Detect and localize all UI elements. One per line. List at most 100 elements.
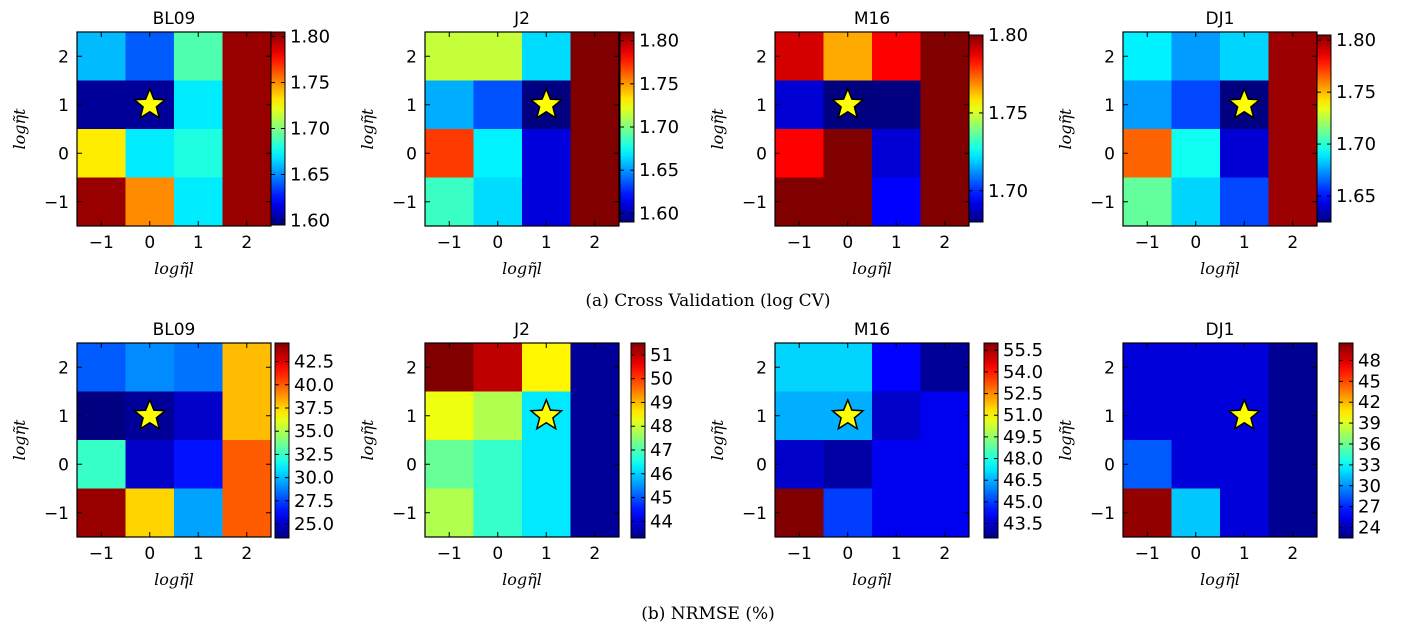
heatmap-cell [1268, 343, 1318, 392]
heatmap-cell [1268, 32, 1318, 81]
y-tick-label: −1 [392, 193, 417, 213]
optimum-star-marker [830, 397, 865, 431]
heatmap-cell [872, 80, 921, 130]
colorbar-tick-label: 51 [650, 345, 673, 366]
axes-frame [1122, 342, 1318, 538]
colorbar-tick-label: 24 [1358, 518, 1381, 539]
heatmap-cell [1171, 343, 1221, 392]
x-tick-label: 2 [589, 233, 600, 253]
colorbar-tick-label: 47 [650, 440, 673, 461]
panel-title: J2 [513, 9, 530, 29]
colorbar-tick-label: 1.75 [290, 73, 330, 94]
y-tick-label: 0 [756, 455, 767, 475]
heatmap-cell [872, 440, 921, 489]
heatmap-cell [1220, 32, 1269, 81]
heatmap-cell [174, 391, 223, 441]
heatmap-cell [570, 440, 620, 489]
heatmap-cell [425, 440, 474, 489]
x-tick-label: 2 [1287, 233, 1298, 253]
axes-frame [76, 342, 272, 538]
heatmap-cell [920, 343, 970, 392]
x-tick-label: 0 [842, 544, 853, 564]
colorbar-tick-label: 52.5 [1003, 384, 1043, 405]
y-tick-label: 2 [58, 358, 69, 378]
y-axis-label: logη̃t [358, 419, 377, 461]
heatmap-cell [222, 488, 272, 538]
heatmap-cell [823, 488, 873, 538]
heatmap-cell [1268, 129, 1318, 178]
heatmap-cell [1220, 177, 1269, 227]
heatmap-cell [522, 129, 571, 178]
caption-top: (a) Cross Validation (log CV) [585, 291, 830, 311]
heatmap-cell [522, 32, 571, 81]
y-tick-label: −1 [1090, 504, 1115, 524]
x-axis-label: logη̃l [502, 570, 542, 589]
y-tick-label: 0 [1104, 144, 1115, 164]
heatmap-cell [1171, 32, 1221, 81]
x-tick-label: −1 [787, 544, 812, 564]
optimum-star-marker [830, 86, 865, 120]
heatmap-cell [823, 129, 873, 178]
optimum-star-marker [1227, 397, 1262, 431]
x-tick-label: 1 [541, 544, 552, 564]
heatmap-panel: M16 −1 0 1 2 2 1 0 −1 logη̃l logη̃t 43.545.046.548.… [708, 320, 1043, 589]
heatmap-cell [125, 488, 175, 538]
heatmap-cell [872, 177, 921, 227]
optimum-star-marker [529, 397, 564, 431]
colorbar-tick-label: 1.80 [290, 27, 330, 48]
x-tick-label: 2 [241, 233, 252, 253]
heatmap-cell [1220, 488, 1269, 538]
heatmap-cell [1171, 80, 1221, 130]
heatmap-cell [125, 440, 175, 489]
x-tick-label: 1 [1239, 233, 1250, 253]
y-tick-label: −1 [44, 193, 69, 213]
heatmap-cell [425, 391, 474, 441]
heatmap-cell [125, 129, 175, 178]
heatmap-cell [174, 343, 223, 392]
heatmap-cell [1171, 488, 1221, 538]
heatmap-cell [920, 32, 970, 81]
caption-bottom: (b) NRMSE (%) [641, 604, 775, 624]
heatmap-cell [920, 391, 970, 441]
heatmap-cell [570, 488, 620, 538]
y-axis-label: logη̃t [1056, 108, 1075, 150]
y-axis-label: logη̃t [1056, 419, 1075, 461]
y-tick-label: 2 [406, 47, 417, 67]
heatmap-cell [425, 129, 474, 178]
heatmap-cell [775, 440, 824, 489]
x-axis-label: logη̃l [852, 259, 892, 278]
colorbar [1338, 342, 1354, 539]
heatmap-cell [775, 343, 824, 392]
x-axis-label: logη̃l [154, 570, 194, 589]
heatmap-cell [222, 177, 272, 227]
heatmap-cell [125, 32, 175, 81]
colorbar [274, 342, 290, 539]
heatmap-cell [425, 32, 474, 81]
heatmap-cell [473, 32, 523, 81]
colorbar-tick-label: 39 [1358, 413, 1381, 434]
heatmap-cell [775, 488, 824, 538]
y-tick-label: 0 [406, 144, 417, 164]
optimum-star-marker [132, 86, 167, 120]
colorbar-tick-label: 49 [650, 392, 673, 413]
colorbar-tick-label: 1.65 [290, 164, 330, 185]
heatmap-cell [174, 177, 223, 227]
panel-title: M16 [854, 320, 890, 340]
heatmap-cell [872, 488, 921, 538]
colorbar-tick-label: 51.0 [1003, 405, 1043, 426]
colorbar-tick-label: 37.5 [294, 398, 334, 419]
colorbar-tick-label: 27.5 [294, 491, 334, 512]
x-axis-label: logη̃l [1200, 570, 1240, 589]
colorbar-tick-label: 1.80 [639, 31, 679, 52]
colorbar-tick-label: 1.65 [1336, 186, 1376, 207]
heatmap-cell [1123, 80, 1172, 130]
x-tick-label: 2 [589, 544, 600, 564]
y-tick-label: 2 [406, 358, 417, 378]
heatmap-cell [473, 343, 523, 392]
heatmap-cell [775, 32, 824, 81]
colorbar-tick-label: 30.0 [294, 468, 334, 489]
heatmap-panel: DJ1 −1 0 1 2 2 1 0 −1 logη̃l logη̃t 1.65 1.70 1.75 1.8… [1056, 9, 1376, 278]
heatmap-cell [222, 391, 272, 441]
colorbar-tick-label: 40.0 [294, 375, 334, 396]
